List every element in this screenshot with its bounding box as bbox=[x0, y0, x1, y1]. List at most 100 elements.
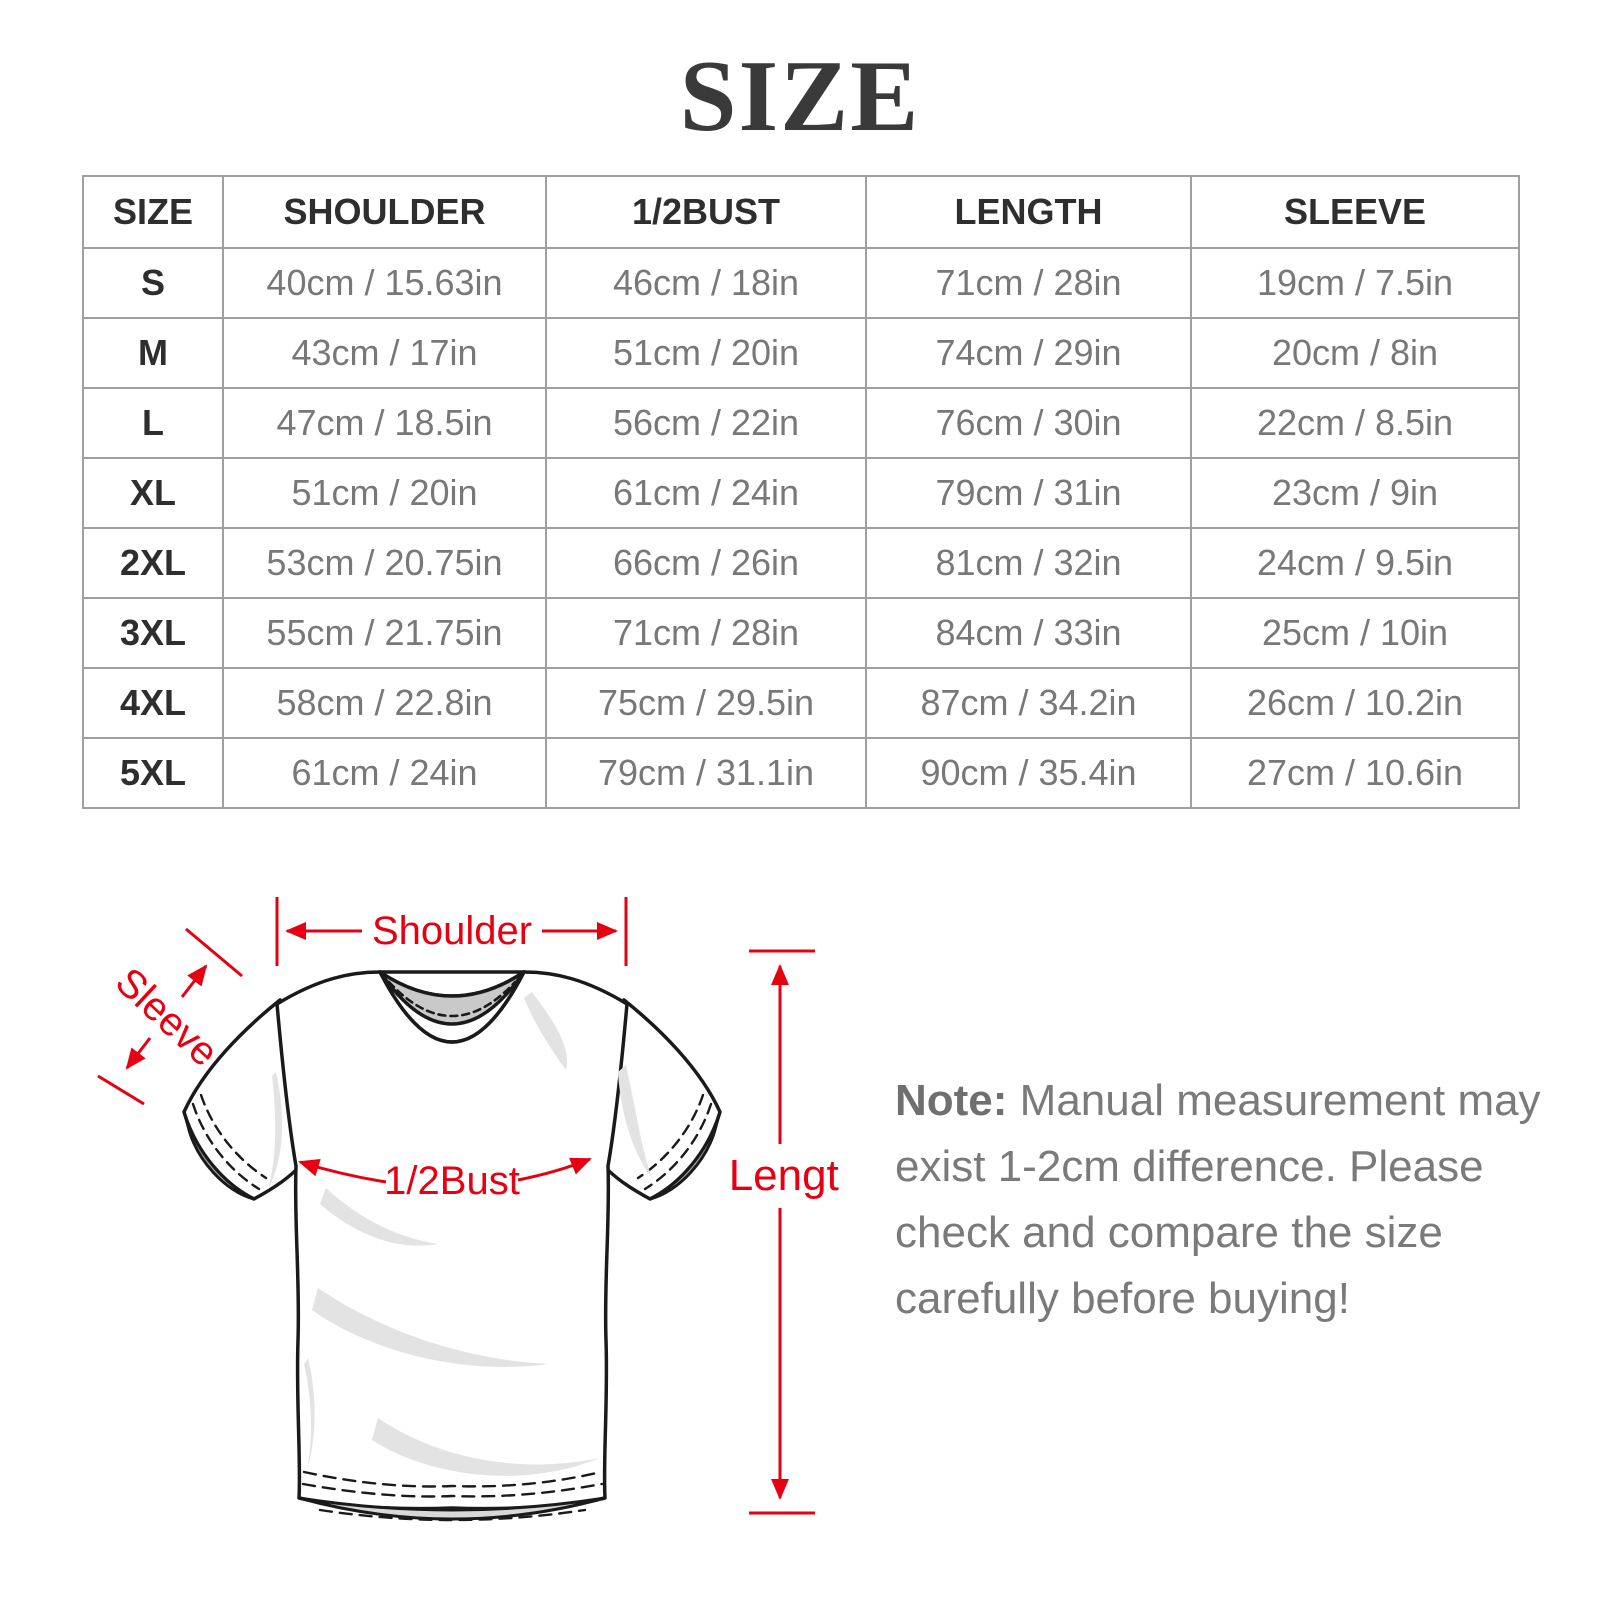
sleeve-value: 26cm / 10.2in bbox=[1190, 667, 1520, 739]
collar-stitch bbox=[387, 980, 517, 1018]
size-label: XL bbox=[82, 457, 224, 529]
length-value: 74cm / 29in bbox=[865, 317, 1192, 389]
size-label: 5XL bbox=[82, 737, 224, 809]
col-header-shoulder: SHOULDER bbox=[222, 175, 547, 249]
fold-shadow bbox=[320, 1188, 438, 1246]
col-header-bust: 1/2BUST bbox=[545, 175, 867, 249]
sleeve-value: 22cm / 8.5in bbox=[1190, 387, 1520, 459]
length-label: Length bbox=[729, 1151, 840, 1200]
shoulder-value: 55cm / 21.75in bbox=[222, 597, 547, 669]
header-row: SIZE SHOULDER 1/2BUST LENGTH SLEEVE bbox=[82, 175, 1520, 249]
col-header-size: SIZE bbox=[82, 175, 224, 249]
sleeve-measure bbox=[97, 927, 243, 1106]
table-row: 3XL 55cm / 21.75in 71cm / 28in 84cm / 33… bbox=[82, 597, 1520, 669]
sleeve-value: 24cm / 9.5in bbox=[1190, 527, 1520, 599]
bust-measure bbox=[298, 1157, 592, 1184]
size-label: 4XL bbox=[82, 667, 224, 739]
left-cuff-stitch bbox=[191, 1102, 261, 1191]
sleeve-arrow-down bbox=[125, 1037, 152, 1070]
sleeve-value: 20cm / 8in bbox=[1190, 317, 1520, 389]
size-table: SIZE SHOULDER 1/2BUST LENGTH SLEEVE S 40… bbox=[82, 175, 1520, 809]
hem-stitch bbox=[302, 1470, 603, 1488]
sleeve-tick-top bbox=[185, 927, 243, 978]
bust-value: 71cm / 28in bbox=[545, 597, 867, 669]
shoulder-value: 40cm / 15.63in bbox=[222, 247, 547, 319]
size-table-body: S 40cm / 15.63in 46cm / 18in 71cm / 28in… bbox=[82, 247, 1520, 809]
sleeve-value: 27cm / 10.6in bbox=[1190, 737, 1520, 809]
shoulder-value: 47cm / 18.5in bbox=[222, 387, 547, 459]
bust-arrow-left bbox=[298, 1159, 387, 1184]
table-row: 5XL 61cm / 24in 79cm / 31.1in 90cm / 35.… bbox=[82, 737, 1520, 809]
size-label: 2XL bbox=[82, 527, 224, 599]
bust-value: 75cm / 29.5in bbox=[545, 667, 867, 739]
bust-value: 51cm / 20in bbox=[545, 317, 867, 389]
length-value: 90cm / 35.4in bbox=[865, 737, 1192, 809]
hem-stitch bbox=[301, 1482, 604, 1498]
measurement-annotations bbox=[97, 897, 815, 1515]
sleeve-tick-bottom bbox=[97, 1074, 145, 1106]
length-value: 76cm / 30in bbox=[865, 387, 1192, 459]
note-text: Note: Manual measurement may exist 1-2cm… bbox=[895, 1068, 1541, 1332]
tshirt-measurement-diagram: Shoulder Sleeve 1/2Bust Length bbox=[97, 897, 840, 1522]
fold-shadow bbox=[372, 1418, 600, 1476]
size-label: L bbox=[82, 387, 224, 459]
note-line: exist 1-2cm difference. Please bbox=[895, 1142, 1484, 1191]
col-header-length: LENGTH bbox=[865, 175, 1192, 249]
right-cuff-stitch bbox=[643, 1102, 713, 1191]
tshirt-illustration bbox=[182, 970, 722, 1522]
shoulder-value: 53cm / 20.75in bbox=[222, 527, 547, 599]
table-row: 2XL 53cm / 20.75in 66cm / 26in 81cm / 32… bbox=[82, 527, 1520, 599]
shoulder-label: Shoulder bbox=[372, 909, 532, 953]
left-cuff-underside bbox=[182, 1110, 256, 1201]
size-label: 3XL bbox=[82, 597, 224, 669]
note-line: check and compare the size bbox=[895, 1208, 1443, 1257]
shoulder-value: 43cm / 17in bbox=[222, 317, 547, 389]
shoulder-measure bbox=[275, 897, 628, 966]
length-value: 87cm / 34.2in bbox=[865, 667, 1192, 739]
length-value: 84cm / 33in bbox=[865, 597, 1192, 669]
length-measure bbox=[749, 949, 815, 1515]
hem-underside-stitch bbox=[318, 1508, 587, 1522]
sleeve-arrow-up bbox=[180, 964, 208, 998]
sleeve-label: Sleeve bbox=[107, 959, 226, 1075]
fold-shadow bbox=[524, 992, 568, 1070]
sleeve-value: 19cm / 7.5in bbox=[1190, 247, 1520, 319]
note-label: Note: bbox=[895, 1076, 1008, 1125]
bust-value: 79cm / 31.1in bbox=[545, 737, 867, 809]
right-cuff-underside bbox=[648, 1110, 722, 1201]
size-table-header: SIZE SHOULDER 1/2BUST LENGTH SLEEVE bbox=[82, 175, 1520, 249]
fold-shadow bbox=[268, 1072, 283, 1190]
bust-value: 46cm / 18in bbox=[545, 247, 867, 319]
shoulder-value: 61cm / 24in bbox=[222, 737, 547, 809]
page-title: SIZE bbox=[679, 40, 921, 153]
sleeve-value: 25cm / 10in bbox=[1190, 597, 1520, 669]
hem-underside bbox=[297, 1496, 607, 1521]
table-row: 4XL 58cm / 22.8in 75cm / 29.5in 87cm / 3… bbox=[82, 667, 1520, 739]
bust-label: 1/2Bust bbox=[384, 1159, 520, 1203]
table-row: S 40cm / 15.63in 46cm / 18in 71cm / 28in… bbox=[82, 247, 1520, 319]
bust-value: 56cm / 22in bbox=[545, 387, 867, 459]
col-header-sleeve: SLEEVE bbox=[1190, 175, 1520, 249]
note-line: Note: Manual measurement may bbox=[895, 1076, 1541, 1125]
table-row: XL 51cm / 20in 61cm / 24in 79cm / 31in 2… bbox=[82, 457, 1520, 529]
table-row: M 43cm / 17in 51cm / 20in 74cm / 29in 20… bbox=[82, 317, 1520, 389]
length-value: 71cm / 28in bbox=[865, 247, 1192, 319]
right-cuff-stitch bbox=[636, 1093, 705, 1180]
table-row: L 47cm / 18.5in 56cm / 22in 76cm / 30in … bbox=[82, 387, 1520, 459]
tshirt-body bbox=[275, 970, 629, 1511]
sleeve-value: 23cm / 9in bbox=[1190, 457, 1520, 529]
shoulder-value: 58cm / 22.8in bbox=[222, 667, 547, 739]
fold-shadow bbox=[304, 1358, 315, 1470]
fold-shadow bbox=[618, 1065, 652, 1178]
shoulder-value: 51cm / 20in bbox=[222, 457, 547, 529]
bust-value: 66cm / 26in bbox=[545, 527, 867, 599]
left-cuff-stitch bbox=[199, 1093, 268, 1180]
length-value: 81cm / 32in bbox=[865, 527, 1192, 599]
collar-front-neckline bbox=[378, 970, 526, 1044]
length-value: 79cm / 31in bbox=[865, 457, 1192, 529]
size-label: S bbox=[82, 247, 224, 319]
bust-value: 61cm / 24in bbox=[545, 457, 867, 529]
note-line: carefully before buying! bbox=[895, 1274, 1350, 1323]
bust-arrow-right bbox=[517, 1157, 592, 1182]
